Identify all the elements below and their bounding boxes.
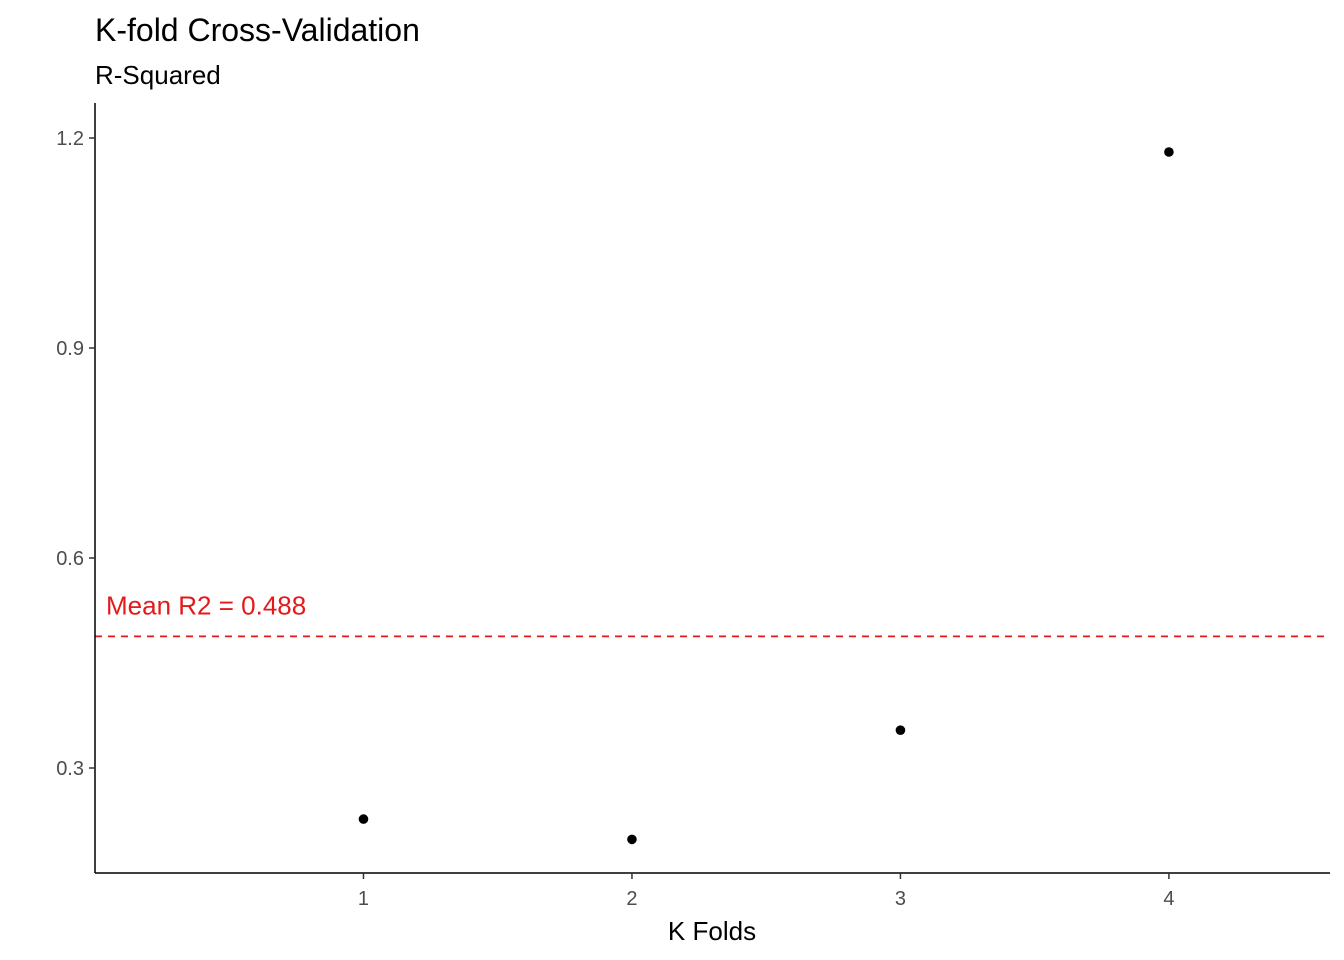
x-axis-ticks: 1 2 3 4 — [358, 873, 1174, 910]
y-axis-ticks: 0.3 0.6 0.9 1.2 — [56, 128, 95, 780]
y-tick-label: 1.2 — [56, 128, 84, 150]
mean-annotation-label: Mean R2 = 0.488 — [106, 590, 306, 620]
y-tick-label: 0.3 — [56, 758, 84, 780]
x-axis-title: K Folds — [668, 916, 756, 946]
plot-area: Mean R2 = 0.488 — [95, 147, 1330, 845]
chart-subtitle: R-Squared — [95, 60, 221, 90]
x-tick-label: 1 — [358, 888, 369, 910]
x-tick-label: 3 — [895, 888, 906, 910]
y-tick-label: 0.9 — [56, 338, 84, 360]
data-point — [1164, 147, 1174, 157]
data-point — [358, 814, 369, 824]
x-tick-label: 4 — [1163, 888, 1174, 910]
data-point — [895, 725, 906, 735]
data-point — [627, 834, 637, 845]
x-tick-label: 2 — [626, 888, 637, 910]
chart-title: K-fold Cross-Validation — [95, 12, 420, 48]
y-tick-label: 0.6 — [56, 548, 84, 570]
